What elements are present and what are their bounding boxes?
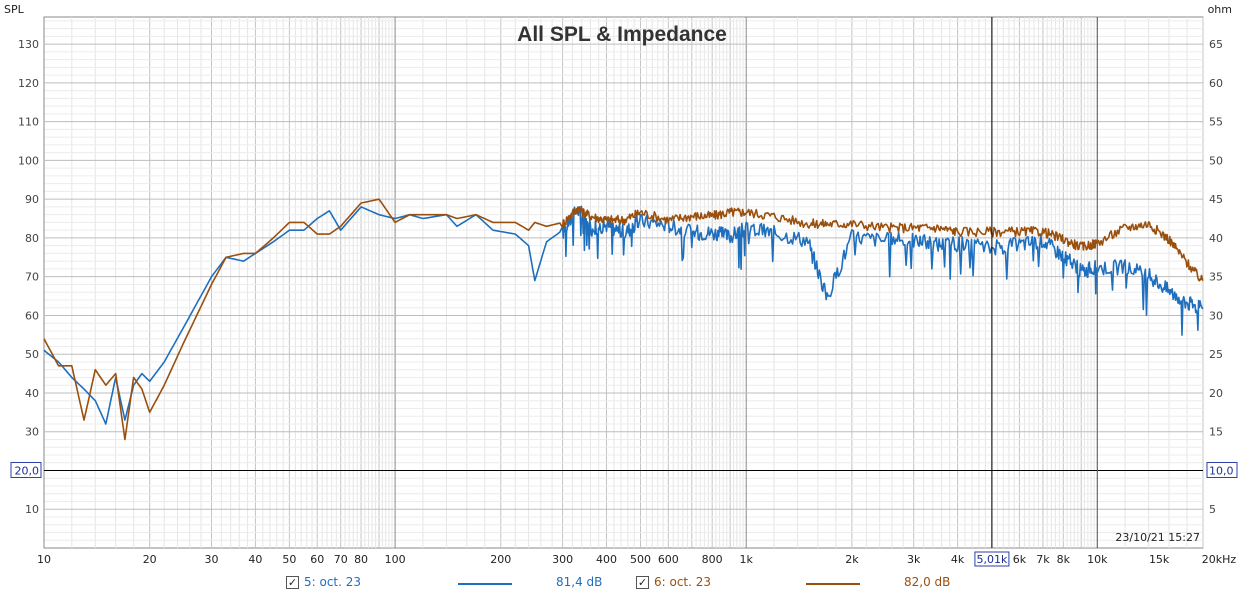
y-tick-label: 50 bbox=[25, 348, 39, 361]
series-1-checkbox[interactable]: ✓ bbox=[286, 576, 299, 589]
x-tick-label: 15k bbox=[1149, 553, 1170, 566]
y2-axis-label: ohm bbox=[1208, 3, 1232, 16]
x-tick-label: 800 bbox=[702, 553, 723, 566]
y2-tick-label: 65 bbox=[1209, 38, 1223, 51]
x-tick-label: 40 bbox=[248, 553, 262, 566]
x-tick-label: 4k bbox=[951, 553, 965, 566]
x-tick-label: 6k bbox=[1013, 553, 1027, 566]
x-tick-label: 10k bbox=[1087, 553, 1108, 566]
y-tick-label: 60 bbox=[25, 309, 39, 322]
series-2-checkbox[interactable]: ✓ bbox=[636, 576, 649, 589]
series-line-2 bbox=[43, 198, 1204, 441]
y-tick-label: 100 bbox=[18, 154, 39, 167]
y2-tick-label: 45 bbox=[1209, 193, 1223, 206]
y2-tick-label: 20 bbox=[1209, 387, 1223, 400]
minor-grid bbox=[44, 17, 1204, 548]
y-tick-label: 30 bbox=[25, 426, 39, 439]
timestamp: 23/10/21 15:27 bbox=[1115, 531, 1200, 544]
y-tick-label: 110 bbox=[18, 116, 39, 129]
y2-tick-labels: 5 10,0 15 20 25 30 35 40 45 50 55 60 65 bbox=[1206, 38, 1238, 516]
x-tick-label: 400 bbox=[596, 553, 617, 566]
x-tick-labels: 10 20 30 40 50 60 70 80 100 200 300 400 500 600 800 1k 2… bbox=[37, 551, 1237, 567]
y-tick-label: 90 bbox=[25, 193, 39, 206]
cursor-y-box bbox=[10, 461, 42, 478]
cursor-lines bbox=[44, 17, 1203, 548]
x-tick-label: 70 bbox=[334, 553, 348, 566]
series-1-swatch bbox=[458, 583, 512, 585]
x-tick-label: 100 bbox=[385, 553, 406, 566]
x-tick-label: 2k bbox=[845, 553, 859, 566]
y2-tick-label: 25 bbox=[1209, 348, 1223, 361]
series-2-label: 6: oct. 23 bbox=[654, 575, 712, 589]
plot-background bbox=[43, 16, 1204, 549]
y-tick-label: 40 bbox=[25, 387, 39, 400]
chart-title: All SPL & Impedance bbox=[517, 23, 727, 46]
x-tick-label: 30 bbox=[205, 553, 219, 566]
y2-tick-label: 40 bbox=[1209, 232, 1223, 245]
y2-tick-label: 55 bbox=[1209, 116, 1223, 129]
cursor-x-box bbox=[974, 551, 1010, 567]
series-line-1 bbox=[43, 206, 1204, 425]
y-tick-label: 70 bbox=[25, 271, 39, 284]
y-tick-label: 130 bbox=[18, 38, 39, 51]
y2-tick-label: 30 bbox=[1209, 309, 1223, 322]
y2-tick-label: 10,0 bbox=[1209, 464, 1234, 477]
x-tick-label: 200 bbox=[490, 553, 511, 566]
series-2-value: 82,0 dB bbox=[904, 575, 951, 589]
y-tick-label: 10 bbox=[25, 503, 39, 516]
x-tick-label: 10 bbox=[37, 553, 51, 566]
y2-tick-label: 15 bbox=[1209, 426, 1223, 439]
x-tick-label: 300 bbox=[552, 553, 573, 566]
x-tick-label: 5,01k bbox=[976, 553, 1007, 566]
y2-tick-label: 5 bbox=[1209, 503, 1216, 516]
x-tick-label: 50 bbox=[282, 553, 296, 566]
y-tick-label: 80 bbox=[25, 232, 39, 245]
series-1-value: 81,4 dB bbox=[556, 575, 603, 589]
x-tick-label: 20 bbox=[143, 553, 157, 566]
series-group bbox=[43, 198, 1204, 441]
y2-tick-label: 60 bbox=[1209, 77, 1223, 90]
x-tick-label: 500 bbox=[630, 553, 651, 566]
y-tick-label: 20,0 bbox=[15, 464, 40, 477]
y-tick-labels: 10 20,0 30 40 50 60 70 80 90 100 110 120 130 bbox=[10, 38, 42, 516]
y2-tick-label: 35 bbox=[1209, 271, 1223, 284]
y2-tick-label: 50 bbox=[1209, 154, 1223, 167]
x-tick-label: 80 bbox=[354, 553, 368, 566]
y-axis-label: SPL bbox=[4, 3, 25, 16]
x-tick-label: 20kHz bbox=[1202, 553, 1237, 566]
x-tick-label: 3k bbox=[907, 553, 921, 566]
x-tick-label: 1k bbox=[740, 553, 754, 566]
x-tick-label: 600 bbox=[658, 553, 679, 566]
series-2-swatch bbox=[806, 583, 860, 585]
cursor-y2-box bbox=[1206, 461, 1238, 478]
x-tick-label: 60 bbox=[310, 553, 324, 566]
x-tick-label: 7k bbox=[1036, 553, 1050, 566]
x-tick-label: 8k bbox=[1057, 553, 1071, 566]
y-tick-label: 120 bbox=[18, 77, 39, 90]
series-1-label: 5: oct. 23 bbox=[304, 575, 362, 589]
